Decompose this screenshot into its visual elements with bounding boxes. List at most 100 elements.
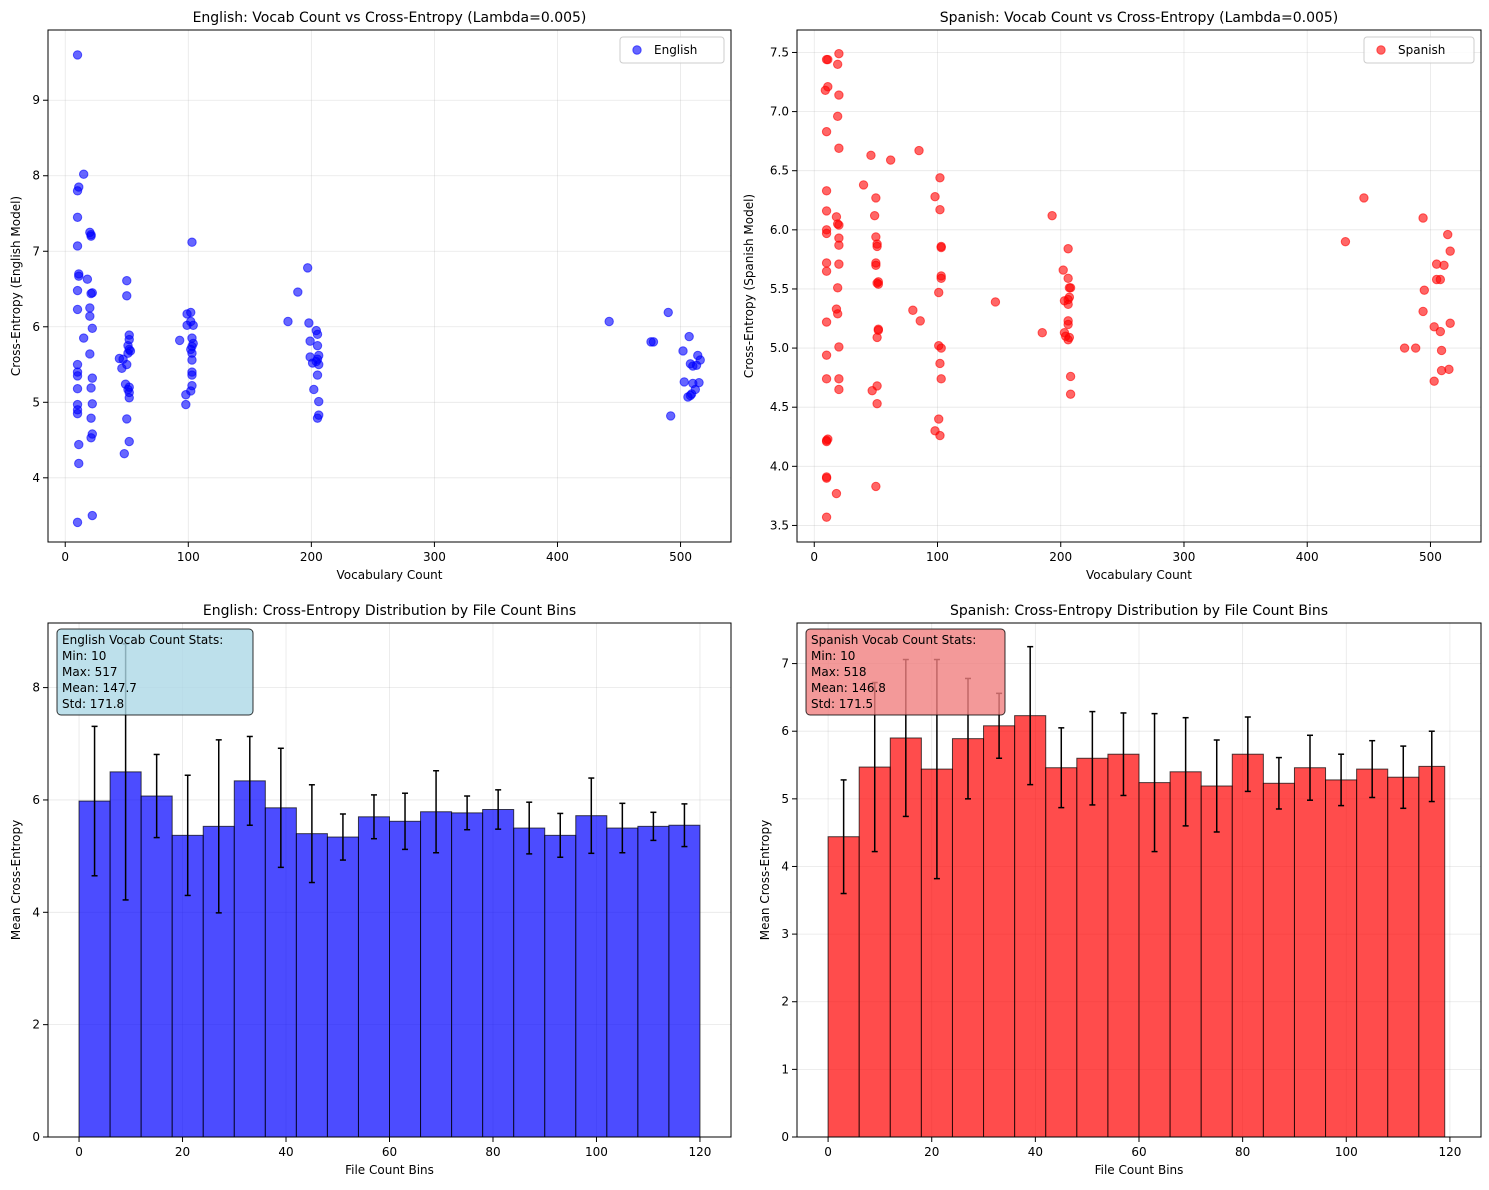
y-tick-label: 4: [781, 859, 789, 873]
y-tick-label: 7: [32, 244, 40, 258]
y-tick-label: 5: [32, 395, 40, 409]
y-axis-label: Cross-Entropy (Spanish Model): [742, 194, 756, 378]
scatter-point: [293, 287, 303, 297]
y-axis-label: Mean Cross-Entropy: [758, 820, 772, 940]
spanish-histogram-panel: Spanish Vocab Count Stats: Min: 10 Max: 51…: [758, 603, 1482, 1177]
x-tick-label: 0: [75, 1145, 83, 1159]
scatter-point: [187, 355, 197, 365]
x-axis-label: File Count Bins: [345, 1163, 434, 1177]
x-tick-label: 500: [1419, 550, 1442, 564]
scatter-point: [85, 349, 95, 359]
legend: Spanish: [1363, 36, 1475, 64]
scatter-point: [1063, 299, 1073, 310]
histogram-bar: [668, 824, 701, 1138]
scatter-point: [872, 398, 882, 409]
chart-title: Spanish: Vocab Count vs Cross-Entropy (L…: [940, 10, 1339, 26]
stats-heading: English Vocab Count Stats:: [62, 633, 223, 647]
scatter-point: [1047, 210, 1057, 221]
stats-line: Min: 10: [811, 649, 855, 663]
legend-marker: [1376, 45, 1386, 55]
scatter-point: [1063, 273, 1073, 284]
scatter-point: [648, 337, 659, 347]
x-tick-label: 400: [1296, 550, 1319, 564]
error-bar: [1338, 753, 1345, 807]
x-tick-label: 80: [1235, 1145, 1250, 1159]
scatter-point: [72, 241, 83, 251]
stats-line: Mean: 147.7: [62, 681, 137, 695]
scatter-point: [87, 510, 98, 521]
scatter-point: [314, 359, 324, 370]
error-bar: [215, 739, 222, 914]
histogram-bar: [451, 812, 484, 1138]
y-tick-label: 6: [781, 724, 789, 738]
plot-area: [797, 30, 1481, 542]
histogram-bar: [357, 816, 391, 1138]
scatter-point: [72, 371, 83, 381]
scatter-point: [72, 285, 83, 296]
histogram-bar: [233, 780, 266, 1138]
y-tick-label: 3.5: [770, 518, 789, 532]
y-axis-label: Mean Cross-Entropy: [9, 820, 23, 940]
x-tick-label: 80: [485, 1145, 500, 1159]
legend-label: Spanish: [1398, 43, 1445, 57]
error-bar: [495, 789, 502, 830]
error-bar: [370, 794, 377, 840]
error-bar: [588, 777, 595, 855]
scatter-point: [885, 155, 896, 165]
scatter-point: [935, 358, 945, 369]
scatter-point: [832, 309, 843, 319]
scatter-point: [821, 317, 832, 327]
histogram-bar: [1045, 767, 1078, 1138]
scatter-point: [87, 399, 98, 409]
scatter-point: [834, 384, 844, 395]
scatter-point: [305, 336, 315, 346]
scatter-point: [935, 173, 945, 183]
scatter-point: [186, 386, 196, 396]
y-tick-label: 8: [32, 169, 40, 183]
y-tick-label: 5: [781, 792, 789, 806]
scatter-point: [871, 193, 881, 203]
histogram-bar: [1200, 785, 1233, 1138]
error-bar: [1213, 739, 1220, 833]
x-axis-label: Vocabulary Count: [337, 568, 443, 582]
scatter-point: [123, 348, 133, 358]
histogram-bar: [1262, 782, 1295, 1138]
scatter-point: [834, 48, 844, 59]
scatter-point: [72, 384, 83, 394]
scatter-point: [695, 355, 705, 365]
histogram-bar: [1169, 771, 1202, 1138]
stats-heading: Spanish Vocab Count Stats:: [811, 633, 976, 647]
error-bar: [246, 735, 253, 826]
stats-line: Min: 10: [62, 649, 106, 663]
error-bar: [1182, 716, 1189, 827]
scatter-point: [78, 333, 89, 343]
scatter-point: [934, 414, 944, 424]
scatter-point: [872, 332, 882, 343]
scatter-point: [665, 411, 676, 421]
scatter-point: [283, 316, 293, 327]
scatter-point: [82, 274, 93, 284]
scatter-point: [86, 231, 96, 241]
histogram-bar: [513, 827, 546, 1138]
y-tick-label: 4.5: [770, 400, 789, 414]
x-tick-label: 0: [810, 550, 818, 564]
scatter-point: [122, 291, 132, 301]
y-tick-label: 7.0: [770, 105, 789, 119]
scatter-point: [312, 329, 323, 340]
scatter-point: [871, 481, 881, 492]
x-tick-label: 100: [926, 550, 949, 564]
stats-line: Std: 171.5: [811, 697, 873, 711]
histogram-bar: [1325, 779, 1358, 1138]
scatter-point: [934, 287, 944, 298]
scatter-point: [74, 439, 84, 450]
scatter-point: [858, 180, 869, 190]
y-tick-label: 6.0: [770, 223, 789, 237]
stats-line: Std: 171.8: [62, 697, 124, 711]
histogram-bar: [606, 827, 639, 1138]
scatter-point: [1445, 318, 1455, 328]
scatter-point: [821, 473, 832, 483]
scatter-point: [935, 430, 945, 441]
scatter-point: [678, 346, 688, 356]
y-tick-label: 3: [781, 927, 789, 941]
scatter-point: [1359, 193, 1369, 203]
